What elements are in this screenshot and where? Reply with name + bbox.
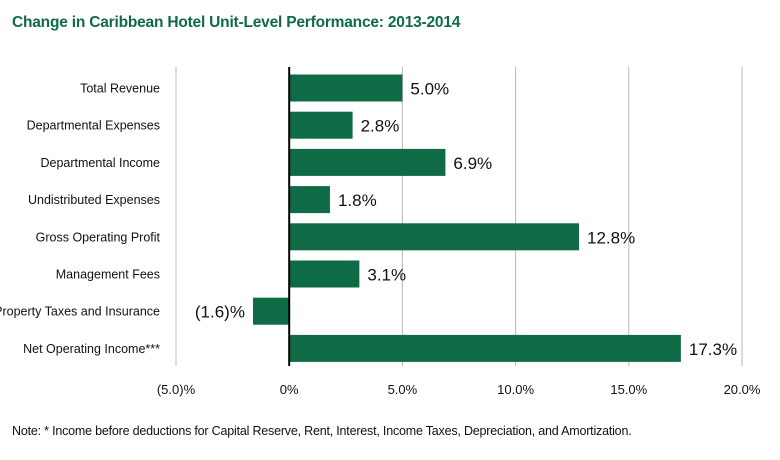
value-label: 3.1% xyxy=(367,266,406,285)
value-label: 6.9% xyxy=(453,154,492,173)
x-tick-label: 10.0% xyxy=(497,382,534,397)
value-label: 12.8% xyxy=(587,228,635,247)
category-label: Undistributed Expenses xyxy=(28,193,160,207)
bar-chart: Total Revenue Departmental Expenses Depart… xyxy=(0,67,761,397)
category-label: Property Taxes and Insurance xyxy=(0,305,160,319)
category-label: Gross Operating Profit xyxy=(36,230,161,244)
value-label: 5.0% xyxy=(410,80,449,99)
value-label: 2.8% xyxy=(361,117,400,136)
category-label: Departmental Income xyxy=(40,156,160,170)
category-label: Total Revenue xyxy=(80,82,160,96)
bars xyxy=(252,74,681,362)
value-labels: 5.0% 2.8% 6.9% 1.8% 12.8% 3.1% (1.6)% 17.3% xyxy=(195,80,737,359)
bar xyxy=(289,186,330,214)
x-tick-label: 20.0% xyxy=(724,382,761,397)
value-label: 1.8% xyxy=(338,191,377,210)
category-labels: Total Revenue Departmental Expenses Depart… xyxy=(0,82,161,356)
bar xyxy=(289,260,360,288)
bar xyxy=(252,297,290,325)
gridlines xyxy=(175,67,743,366)
bar xyxy=(289,74,403,102)
x-tick-labels: (5.0)% 0% 5.0% 10.0% 15.0% 20.0% xyxy=(157,382,761,397)
category-label: Net Operating Income*** xyxy=(23,342,160,356)
x-tick-label: 5.0% xyxy=(388,382,418,397)
bar xyxy=(289,111,353,139)
bar xyxy=(289,223,579,251)
category-label: Management Fees xyxy=(56,268,160,282)
chart-title: Change in Caribbean Hotel Unit-Level Per… xyxy=(12,14,461,31)
category-label: Departmental Expenses xyxy=(27,119,160,133)
x-tick-label: (5.0)% xyxy=(157,382,196,397)
bar xyxy=(289,148,446,176)
value-label: 17.3% xyxy=(689,340,737,359)
value-label: (1.6)% xyxy=(195,303,245,322)
bar xyxy=(289,334,681,362)
x-tick-label: 15.0% xyxy=(610,382,647,397)
x-tick-label: 0% xyxy=(280,382,299,397)
footnote: Note: * Income before deductions for Cap… xyxy=(12,424,632,438)
